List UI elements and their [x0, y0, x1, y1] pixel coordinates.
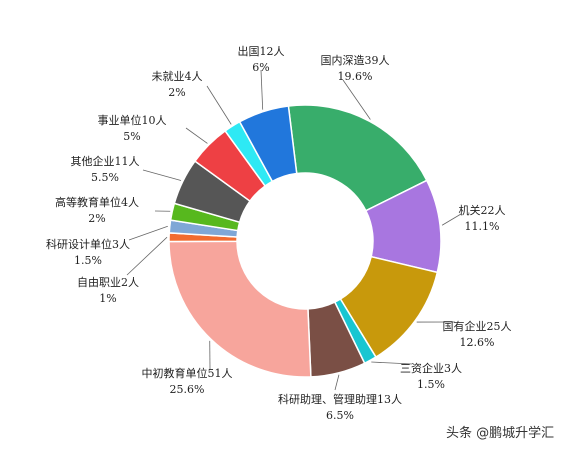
- slice-label-8: 科研设计单位3人: [46, 237, 130, 251]
- slice-percent-6: 25.6%: [170, 383, 205, 396]
- slice-percent-11: 5%: [123, 130, 140, 143]
- leader-line-13: [260, 69, 264, 110]
- slice-label-2: 机关22人: [459, 203, 506, 217]
- slice-label-6: 中初教育单位51人: [142, 366, 233, 380]
- slice-label-9: 高等教育单位4人: [55, 195, 139, 209]
- slice-label-13: 出国12人: [238, 44, 285, 58]
- slice-percent-2: 11.1%: [465, 220, 500, 233]
- leader-line-10: [142, 169, 182, 181]
- slice-percent-9: 2%: [88, 212, 105, 225]
- leader-line-2: [441, 213, 462, 226]
- slice-label-4: 三资企业3人: [400, 361, 462, 375]
- slice-label-7: 自由职业2人: [77, 275, 139, 289]
- leader-line-11: [185, 127, 208, 144]
- slice-label-3: 国有企业25人: [443, 319, 512, 333]
- slice-6: [168, 240, 312, 378]
- slice-percent-4: 1.5%: [417, 378, 445, 391]
- slice-label-1: 国内深造39人: [321, 53, 390, 67]
- slice-percent-8: 1.5%: [74, 254, 102, 267]
- slice-label-12: 未就业4人: [152, 69, 203, 83]
- slice-label-5: 科研助理、管理助理13人: [278, 392, 402, 406]
- leader-line-5: [334, 374, 340, 391]
- slice-percent-13: 6%: [252, 61, 269, 74]
- leader-line-7: [126, 236, 168, 276]
- slice-13: [238, 105, 298, 183]
- slice-percent-10: 5.5%: [91, 171, 119, 184]
- slice-percent-5: 6.5%: [326, 409, 354, 422]
- leader-line-1: [342, 79, 371, 120]
- slice-1: [287, 104, 428, 212]
- leader-line-4: [371, 361, 413, 365]
- watermark: 头条 @鹏城升学汇: [446, 425, 554, 441]
- slice-percent-1: 19.6%: [338, 70, 373, 83]
- slice-percent-12: 2%: [168, 86, 185, 99]
- slice-percent-7: 1%: [99, 292, 116, 305]
- slice-label-10: 其他企业11人: [71, 154, 140, 168]
- slice-percent-3: 12.6%: [460, 336, 495, 349]
- leader-line-12: [206, 85, 232, 125]
- slice-label-11: 事业单位10人: [98, 113, 167, 127]
- leader-line-8: [128, 225, 168, 241]
